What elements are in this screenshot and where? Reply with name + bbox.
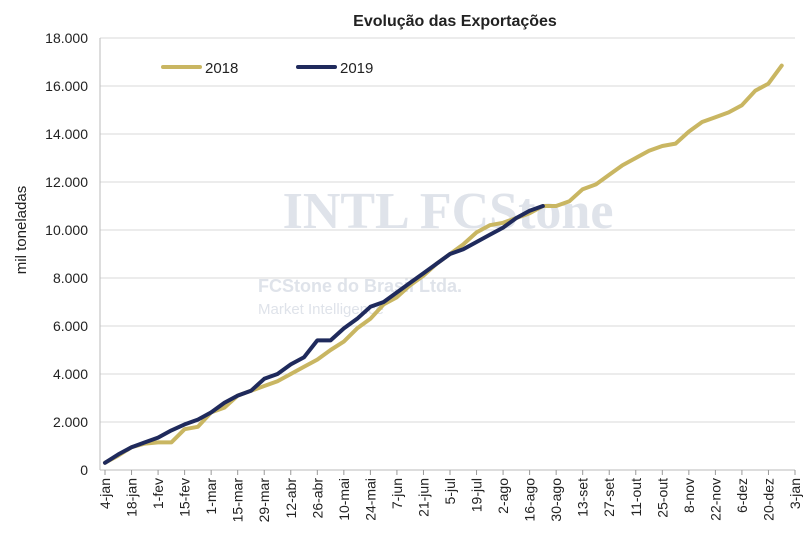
chart-title: Evolução das Exportações <box>353 13 557 30</box>
x-tick-label: 19-jul <box>469 478 485 512</box>
y-tick-label: 4.000 <box>53 366 88 382</box>
x-tick-label: 15-fev <box>177 478 193 517</box>
x-tick-label: 11-out <box>628 478 644 517</box>
x-tick-label: 1-mar <box>203 478 219 515</box>
x-tick-label: 21-jun <box>415 478 431 517</box>
x-tick-label: 5-jul <box>442 478 458 504</box>
x-tick-label: 10-mai <box>336 478 352 521</box>
legend-label: 2019 <box>340 60 373 77</box>
y-tick-label: 0 <box>80 462 88 478</box>
x-tick-label: 12-abr <box>283 478 299 519</box>
x-tick-label: 22-nov <box>707 478 723 521</box>
series-line <box>103 63 784 465</box>
x-tick-label: 3-jan <box>787 478 803 509</box>
x-tick-label: 26-abr <box>309 478 325 519</box>
x-tick-label: 20-dez <box>760 478 776 521</box>
x-tick-label: 8-nov <box>681 478 697 513</box>
y-tick-label: 10.000 <box>45 222 88 238</box>
x-tick-label: 15-mar <box>230 478 246 523</box>
y-tick-label: 14.000 <box>45 126 88 142</box>
x-tick-label: 6-dez <box>734 478 750 513</box>
x-tick-label: 7-jun <box>389 478 405 509</box>
x-tick-label: 30-ago <box>548 478 564 522</box>
y-tick-label: 12.000 <box>45 174 88 190</box>
x-tick-label: 1-fev <box>150 478 166 509</box>
x-tick-label: 13-set <box>575 478 591 517</box>
x-tick-label: 29-mar <box>256 478 272 523</box>
y-tick-label: 16.000 <box>45 78 88 94</box>
y-tick-label: 2.000 <box>53 414 88 430</box>
watermark: Market Intelligence <box>258 301 384 318</box>
x-tick-label: 27-set <box>601 478 617 517</box>
series-line <box>103 204 545 465</box>
x-tick-label: 24-mai <box>362 478 378 521</box>
watermark: FCStone do Brasil Ltda. <box>258 276 462 296</box>
y-axis-label: mil toneladas <box>13 186 30 274</box>
legend-label: 2018 <box>205 60 238 77</box>
y-tick-label: 18.000 <box>45 30 88 46</box>
y-tick-label: 8.000 <box>53 270 88 286</box>
y-tick-label: 6.000 <box>53 318 88 334</box>
x-tick-label: 25-out <box>654 478 670 518</box>
x-tick-label: 4-jan <box>97 478 113 509</box>
x-tick-label: 18-jan <box>124 478 140 517</box>
x-tick-label: 2-ago <box>495 478 511 514</box>
x-tick-label: 16-ago <box>522 478 538 522</box>
watermark: INTL FCStone <box>283 183 614 240</box>
